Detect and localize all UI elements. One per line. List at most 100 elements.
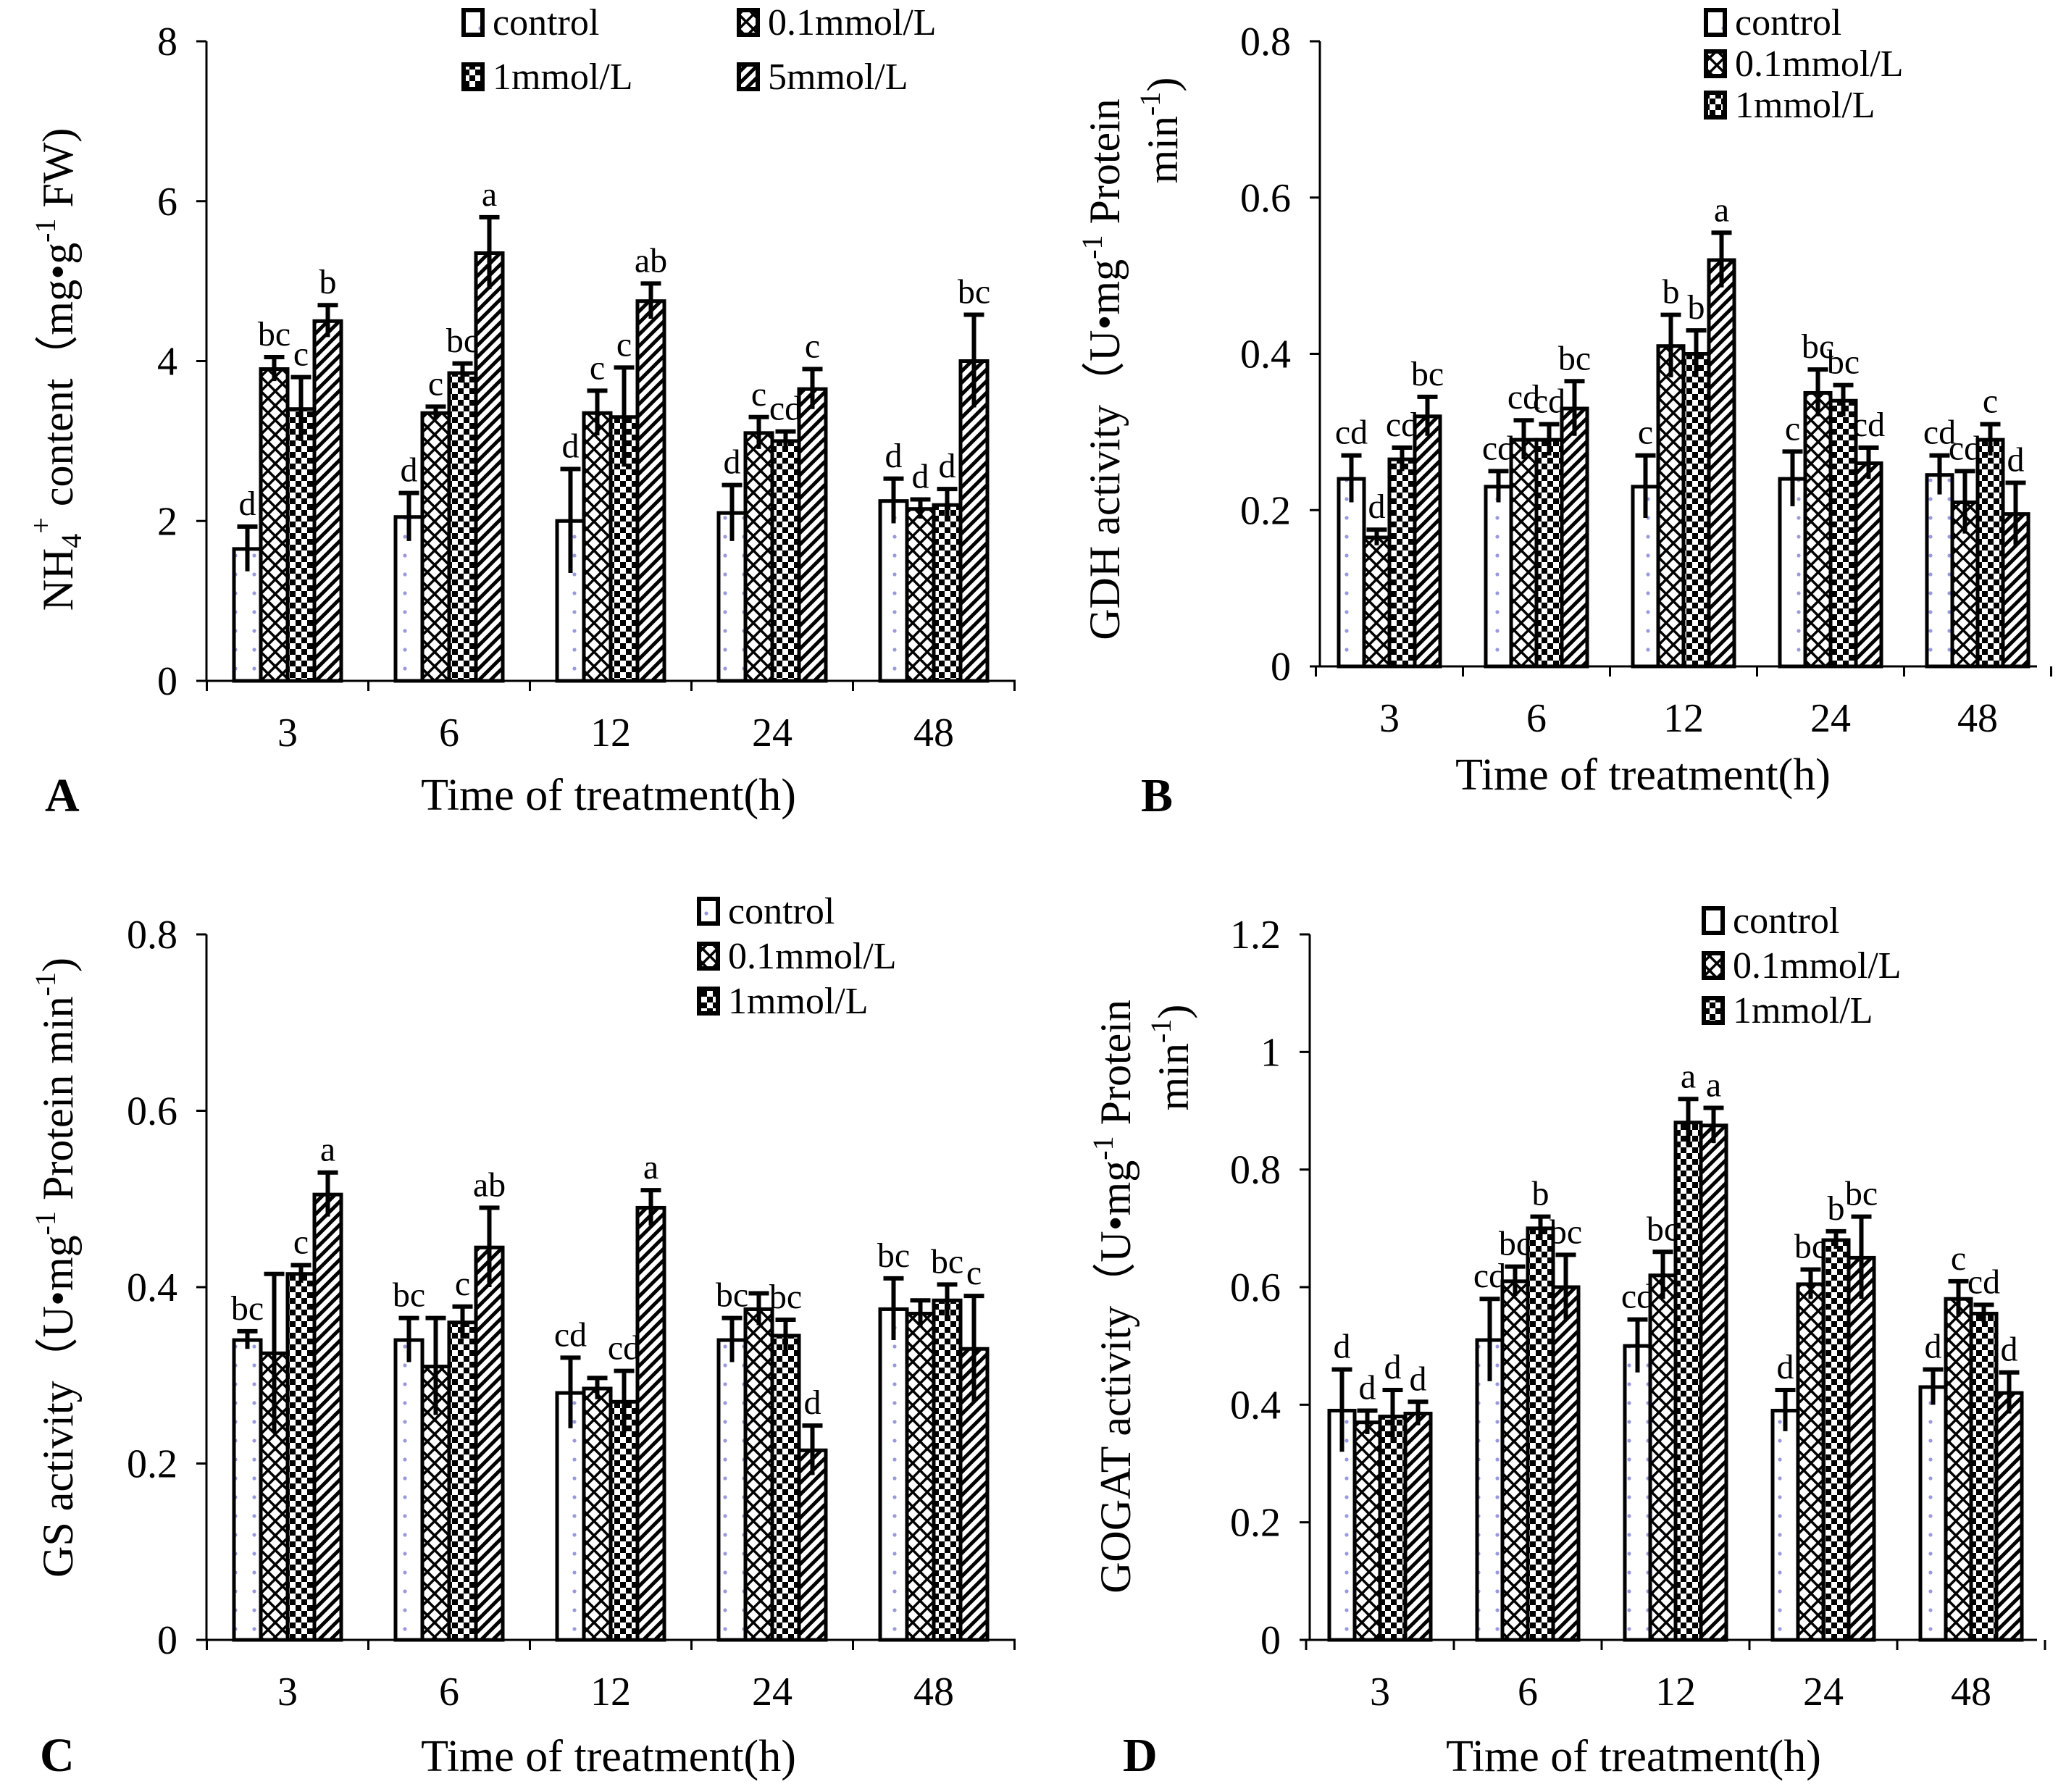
panel-d-x-tick-label: 24 [1803,1670,1844,1714]
panel-a-x-tick-label: 6 [439,711,459,755]
panel-c-significance-letter: cd [554,1315,587,1354]
panel-c-legend-label: 0.1mmol/L [728,936,897,977]
panel-c: C Time of treatment(h) GS activity（U•mg-… [29,891,1016,1782]
panel-c-significance-letter: bc [231,1289,264,1328]
panel-d-y-axis-title: GOGAT activity（U•mg-1 Protein [1087,1000,1139,1594]
panel-b-bar [1387,457,1417,669]
panel-c-x-tick-label: 12 [590,1670,631,1714]
panel-d-bar [1770,1408,1800,1642]
panel-a-x-tick-label: 48 [913,711,954,755]
panel-b-y-axis-title: GDH activity（U•mg-1 Protein [1076,99,1129,640]
panel-b-x-tick-label: 6 [1526,696,1547,741]
panel-a-legend-label: 5mmol/L [768,56,908,98]
panel-d-bar [1352,1420,1382,1642]
panel-d-x-tick-label: 6 [1518,1670,1538,1714]
panel-a-bar [958,359,990,683]
panel-c-significance-letter: bc [716,1276,748,1315]
panel-a-significance-letter: c [590,348,605,387]
panel-b-significance-letter: cd [1335,414,1368,452]
panel-b-y-tick-label: 0.2 [1240,488,1291,533]
panel-d-bar [1403,1412,1433,1642]
panel-d-x-axis-title: Time of treatment(h) [1446,1732,1821,1781]
panel-b-significance-letter: cd [1507,378,1540,416]
panel-a-legend-swatch [461,8,485,37]
panel-d-y-tick-label: 1 [1260,1030,1281,1075]
panel-c-significance-letter: c [293,1223,309,1262]
panel-a-y-tick-label: 2 [157,499,177,544]
panel-d-significance-letter: d [1925,1328,1942,1366]
panel-a-legend-swatch [737,62,760,91]
panel-d-significance-letter: d [1410,1360,1427,1398]
panel-d-bar [1378,1415,1408,1642]
panel-b-significance-letter: bc [1827,343,1860,382]
panel-a-y-tick-label: 8 [157,20,177,64]
panel-b-bar [1803,390,1833,669]
panel-c-legend-swatch [697,942,720,971]
panel-b-legend-label: 0.1mmol/L [1735,43,1904,85]
panel-b-bar [1484,485,1513,669]
panel-a-legend-swatch [461,62,485,91]
panel-d-x-tick-label: 3 [1370,1670,1390,1714]
panel-d-bar [1648,1273,1678,1642]
panel-c-significance-letter: a [320,1131,335,1169]
panel-c-x-axis-title: Time of treatment(h) [421,1732,796,1781]
panel-c-significance-letter: bc [877,1236,910,1275]
panel-c-bar [582,1386,613,1642]
panel-d-significance-letter: d [1777,1348,1794,1386]
panel-d-significance-letter: d [1359,1368,1376,1407]
panel-c-significance-letter: cd [608,1329,640,1368]
panel-a-significance-letter: a [482,175,497,214]
panel-c-significance-letter: bc [393,1276,425,1315]
panel-b-y-tick-label: 0 [1271,645,1291,690]
panel-b-significance-letter: c [1983,382,1998,421]
panel-d-letter: D [1123,1729,1158,1782]
panel-d-bar [1944,1297,1973,1642]
panel-a-bar [905,507,936,683]
panel-d-bar [1673,1121,1703,1642]
panel-a: A Time of treatment(h) NH4+ content（mg•g… [25,2,1016,822]
panel-d-legend-label: 0.1mmol/L [1733,945,1902,987]
panel-a-y-tick-label: 6 [157,180,177,225]
panel-c-y-axis-title: GS activity（U•mg-1 Protein min-1) [29,958,82,1578]
panel-d-legend-label: control [1733,900,1839,942]
panel-a-bar [447,371,478,683]
panel-d-bar [1699,1123,1728,1642]
panel-d-significance-letter: b [1532,1175,1550,1213]
panel-a-y-tick-label: 4 [157,340,177,385]
panel-d-y-tick-label: 1.2 [1230,913,1281,958]
panel-c-significance-letter: c [455,1265,470,1303]
panel-c-x-tick-label: 6 [439,1670,459,1714]
panel-a-significance-letter: d [939,447,956,485]
panel-b-bar [1656,344,1686,669]
panel-d-legend-swatch [1702,996,1725,1025]
panel-c-x-tick-label: 24 [752,1670,792,1714]
panel-c-significance-letter: d [804,1383,821,1422]
panel-a-bar [770,439,801,683]
panel-a-significance-letter: c [293,335,309,374]
panel-c-legend-swatch [697,987,720,1016]
panel-d-bar [1475,1338,1505,1642]
panel-a-significance-letter: b [319,263,337,301]
panel-b-significance-letter: a [1714,190,1729,229]
panel-b-letter: B [1141,769,1173,822]
panel-b-significance-letter: cd [1923,414,1956,452]
panel-c-bar [932,1298,963,1642]
panel-b-significance-letter: b [1688,288,1705,327]
panel-d-bar [1796,1282,1825,1642]
panel-d-significance-letter: a [1681,1057,1696,1095]
panel-b-significance-letter: bc [1558,339,1591,377]
panel-b-legend-label: 1mmol/L [1735,85,1875,126]
panel-a-bar [312,319,343,683]
panel-d-legend-swatch [1702,951,1725,980]
panel-d-significance-letter: cd [1967,1263,2000,1301]
panel-a-y-axis-title: NH4+ content（mg•g-1 FW) [25,128,88,611]
panel-a-x-axis-title: Time of treatment(h) [421,771,796,820]
panel-d-significance-letter: a [1706,1065,1721,1104]
panel-d-y-tick-label: 0.2 [1230,1501,1281,1546]
panel-d-significance-letter: d [2001,1331,2018,1369]
